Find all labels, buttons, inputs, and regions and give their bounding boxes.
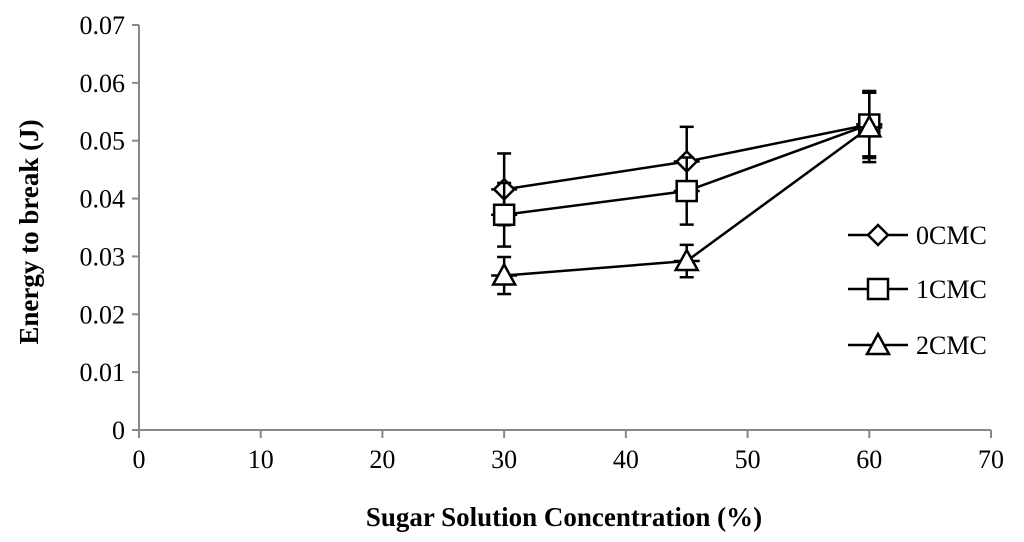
data-point-1CMC xyxy=(492,203,516,227)
y-tick-label: 0.06 xyxy=(80,69,126,98)
x-tick-label: 10 xyxy=(248,445,274,474)
legend-marker xyxy=(866,277,890,301)
y-tick-label: 0.03 xyxy=(80,242,126,271)
plot-area xyxy=(491,89,883,296)
series-1CMC xyxy=(491,91,883,248)
x-tick-label: 70 xyxy=(978,445,1004,474)
x-tick-label: 60 xyxy=(856,445,882,474)
y-tick-label: 0.04 xyxy=(80,185,126,214)
legend-marker xyxy=(864,331,892,356)
legend-item-0CMC: 0CMC xyxy=(848,221,987,250)
legend-label: 2CMC xyxy=(916,331,987,360)
axes: 0 0.01 0.02 0.03 0.04 0.05 0.06 0.07 0 10 20 30 40 50… xyxy=(80,11,1005,474)
legend-item-1CMC: 1CMC xyxy=(848,275,987,304)
legend-item-2CMC: 2CMC xyxy=(848,331,987,360)
data-point-2CMC xyxy=(856,113,883,138)
x-tick-label: 30 xyxy=(491,445,517,474)
x-axis-title: Sugar Solution Concentration (%) xyxy=(366,502,762,532)
data-point-1CMC xyxy=(675,179,698,203)
legend-marker xyxy=(866,223,890,247)
data-point-2CMC xyxy=(673,247,700,272)
y-axis-title: Energy to break (J) xyxy=(14,119,44,344)
legend-label: 1CMC xyxy=(916,275,987,304)
data-point-2CMC xyxy=(491,261,518,286)
y-tick-label: 0.07 xyxy=(80,11,126,40)
legend: 0CMC 1CMC 2CMC xyxy=(848,221,987,360)
legend-label: 0CMC xyxy=(916,221,987,250)
y-tick-label: 0.01 xyxy=(80,358,126,387)
x-tick-label: 0 xyxy=(133,445,146,474)
y-tick-label: 0 xyxy=(112,416,125,445)
series-2CMC xyxy=(491,91,883,296)
x-tick-label: 50 xyxy=(735,445,761,474)
y-tick-label: 0.05 xyxy=(80,127,126,156)
x-tick-label: 20 xyxy=(369,445,395,474)
y-tick-label: 0.02 xyxy=(80,300,126,329)
x-tick-label: 40 xyxy=(613,445,639,474)
